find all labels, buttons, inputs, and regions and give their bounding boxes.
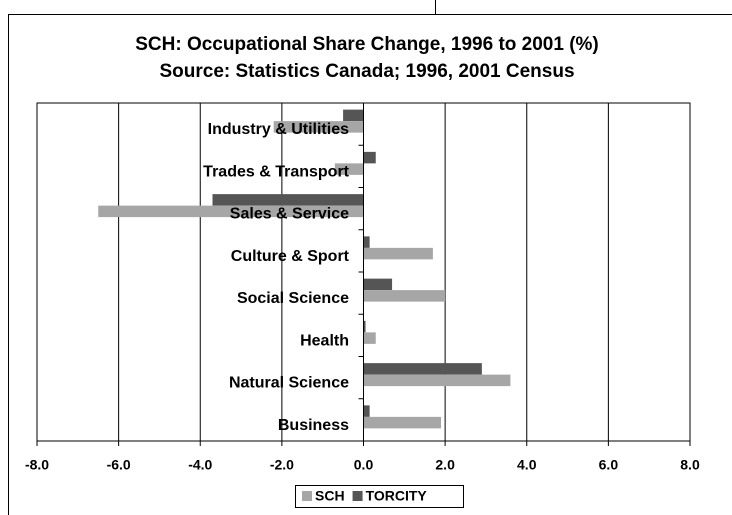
x-tick-label: -8.0 xyxy=(25,457,49,473)
x-tick-label: -6.0 xyxy=(107,457,131,473)
bar xyxy=(363,363,482,375)
y-tick-label: Industry & Utilities xyxy=(208,121,349,138)
x-tick-label: 2.0 xyxy=(435,457,455,473)
legend-label: SCH xyxy=(315,488,345,504)
x-tick-label: 8.0 xyxy=(680,457,700,473)
y-tick-label: Health xyxy=(300,332,349,349)
x-tick-label: 6.0 xyxy=(599,457,619,473)
y-tick-label: Trades & Transport xyxy=(203,163,349,180)
y-tick-label: Natural Science xyxy=(229,375,349,392)
bar xyxy=(273,121,364,133)
chart-frame xyxy=(8,14,732,515)
legend-swatch xyxy=(302,491,312,501)
bar xyxy=(363,236,370,248)
x-tick-label: -2.0 xyxy=(270,457,294,473)
y-tick-label: Social Science xyxy=(237,290,349,307)
legend xyxy=(295,485,464,508)
bar xyxy=(363,247,433,260)
y-tick-label: Sales & Service xyxy=(230,206,349,223)
bar xyxy=(363,278,393,291)
chart-title: SCH: Occupational Share Change, 1996 to … xyxy=(135,34,599,55)
legend-label: TORCITY xyxy=(366,488,428,504)
chart-subtitle: Source: Statistics Canada; 1996, 2001 Ce… xyxy=(159,61,574,82)
y-tick-label: Culture & Sport xyxy=(231,248,350,265)
bar xyxy=(363,405,370,417)
bar xyxy=(363,416,442,429)
bar xyxy=(334,163,364,175)
bar xyxy=(363,320,366,333)
bar xyxy=(363,290,446,302)
bar xyxy=(343,109,364,122)
bar xyxy=(363,332,376,344)
legend-swatch xyxy=(352,491,363,501)
bar xyxy=(363,374,511,387)
bar xyxy=(98,205,364,218)
bar xyxy=(363,151,376,164)
x-tick-label: 4.0 xyxy=(517,457,537,473)
y-tick-label: Business xyxy=(278,417,349,434)
x-tick-label: -4.0 xyxy=(188,457,212,473)
bar xyxy=(212,194,364,206)
x-tick-label: 0.0 xyxy=(354,457,374,473)
